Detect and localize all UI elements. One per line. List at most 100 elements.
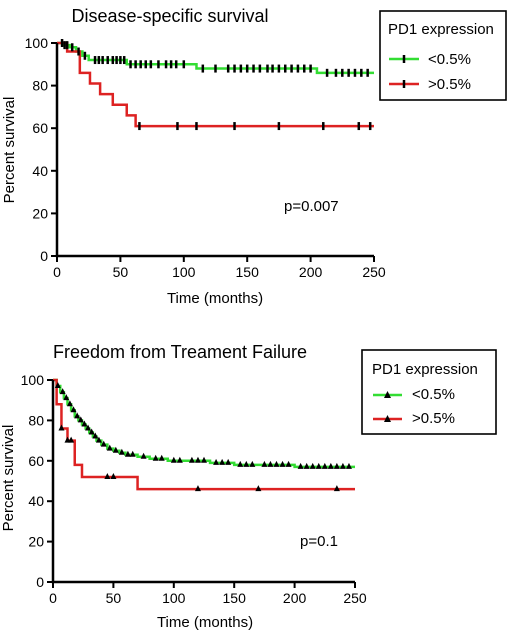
chart1-x-tick-label: 100 [172, 264, 196, 280]
chart1-legend-title: PD1 expression [388, 21, 494, 38]
chart1-series [57, 41, 374, 128]
chart1-x-tick-label: 200 [299, 264, 323, 280]
chart1-y-tick-label: 40 [32, 163, 48, 179]
chart2-censor-mark [303, 462, 310, 469]
chart2-x-tick-label: 100 [162, 590, 186, 606]
chart2-censor-mark [188, 456, 195, 463]
chart2-censor-mark [66, 400, 73, 407]
chart2-censor-mark [201, 456, 207, 463]
chart2-censor-mark [333, 485, 340, 492]
chart2-censor-mark [255, 485, 262, 492]
chart2-censor-mark [327, 462, 334, 469]
chart2-censor-mark [219, 458, 226, 465]
chart2-y-tick-label: 40 [28, 493, 44, 509]
chart2-censor-mark [249, 460, 256, 467]
chart2-censor-mark [112, 446, 119, 453]
chart2-censor-mark [194, 456, 201, 463]
chart2-censor-mark [118, 448, 125, 455]
chart2-title: Freedom from Treament Failure [53, 342, 307, 362]
chart1-legend-label-low: <0.5% [428, 51, 471, 68]
chart2-censor-mark [176, 456, 183, 463]
chart2-censor-mark [92, 432, 99, 439]
chart2-censor-mark [285, 460, 292, 467]
chart2-series [53, 378, 355, 491]
chart1-y-tick-label: 0 [40, 248, 48, 264]
chart2-censor-mark [85, 424, 92, 431]
chart2-censor-mark [63, 394, 70, 401]
chart1-x-tick-label: 150 [236, 264, 260, 280]
chart2-censor-mark [273, 460, 280, 467]
chart1-x-axis-label: Time (months) [167, 290, 263, 307]
chart2-x-tick-label: 50 [106, 590, 122, 606]
chart2-censor-mark [124, 450, 131, 457]
chart2-censor-marks [54, 382, 352, 492]
chart2-censor-mark [213, 458, 220, 465]
chart1-y-tick-label: 100 [25, 35, 49, 51]
chart1-ticks: 0 50 100 150 200 250 0 20 40 60 80 100 [25, 35, 386, 280]
chart1-series-line-high [57, 41, 374, 128]
chart2-y-tick-label: 80 [28, 412, 44, 428]
chart2-censor-mark [58, 424, 65, 431]
chart2-censor-mark [68, 436, 75, 443]
chart2-censor-mark [70, 406, 77, 413]
chart1-censor-marks [60, 39, 372, 131]
chart1-x-tick-label: 250 [362, 264, 386, 280]
chart2-censor-mark [339, 462, 346, 469]
chart2-p-value: p=0.1 [300, 533, 338, 550]
chart2-legend-title: PD1 expression [372, 361, 478, 378]
chart2-censor-mark [81, 420, 88, 427]
chart2-series-line-low [53, 378, 355, 469]
chart1-legend: PD1 expression <0.5% >0.5% [379, 10, 507, 101]
chart2-censor-mark [77, 416, 84, 423]
chart2-censor-mark [140, 452, 147, 459]
chart2-legend-swatch-low-marker [384, 391, 391, 398]
chart2-censor-mark [267, 460, 274, 467]
chart2-censor-mark [237, 460, 244, 467]
chart2-censor-mark [129, 450, 136, 457]
chart2-x-tick-label: 150 [223, 590, 247, 606]
chart2-censor-mark [261, 460, 268, 467]
chart2-censor-mark [279, 460, 286, 467]
chart2-censor-mark [106, 444, 113, 451]
chart2-censor-mark [100, 440, 107, 447]
chart1-x-tick-label: 0 [53, 264, 61, 280]
chart2-y-tick-label: 0 [36, 574, 44, 590]
chart1-y-tick-label: 80 [32, 78, 48, 94]
chart2-x-axis-label: Time (months) [157, 614, 253, 631]
chart1-legend-label-high: >0.5% [428, 76, 471, 93]
chart-freedom-from-treatment-failure: Freedom from Treament Failure 0 50 100 150 2… [0, 342, 497, 631]
chart2-censor-mark [104, 472, 111, 479]
chart2-series-line-high [53, 378, 355, 491]
chart1-p-value: p=0.007 [284, 198, 339, 215]
chart1-x-tick-label: 50 [113, 264, 129, 280]
chart2-censor-mark [110, 472, 117, 479]
chart2-censor-mark [333, 462, 340, 469]
chart1-y-axis-label: Percent survival [1, 97, 18, 204]
chart2-y-tick-label: 20 [28, 534, 44, 550]
chart2-censor-mark [158, 454, 165, 461]
chart2-censor-mark [194, 485, 201, 492]
chart2-censor-mark [243, 460, 250, 467]
chart2-censor-mark [297, 462, 304, 469]
chart2-censor-mark [152, 454, 159, 461]
chart2-legend-label-low: <0.5% [412, 386, 455, 403]
chart2-censor-mark [74, 412, 81, 419]
chart1-axes [55, 43, 374, 258]
chart2-censor-mark [345, 462, 352, 469]
chart2-x-tick-label: 250 [343, 590, 367, 606]
chart-disease-specific-survival: Disease-specific survival 0 50 100 150 200 25… [1, 6, 507, 307]
chart2-legend-swatch-high-marker [384, 415, 391, 422]
chart2-censor-mark [59, 388, 66, 395]
chart2-censor-mark [95, 436, 102, 443]
chart1-y-tick-label: 60 [32, 120, 48, 136]
chart2-censor-mark [170, 456, 177, 463]
chart2-x-tick-label: 200 [283, 590, 307, 606]
chart2-axes [51, 380, 355, 584]
chart2-censor-mark [315, 462, 322, 469]
chart2-y-tick-label: 100 [21, 372, 45, 388]
chart2-censor-mark [309, 462, 316, 469]
chart2-x-tick-label: 0 [49, 590, 57, 606]
chart1-title: Disease-specific survival [71, 6, 268, 26]
chart2-y-axis-label: Percent survival [0, 425, 17, 532]
